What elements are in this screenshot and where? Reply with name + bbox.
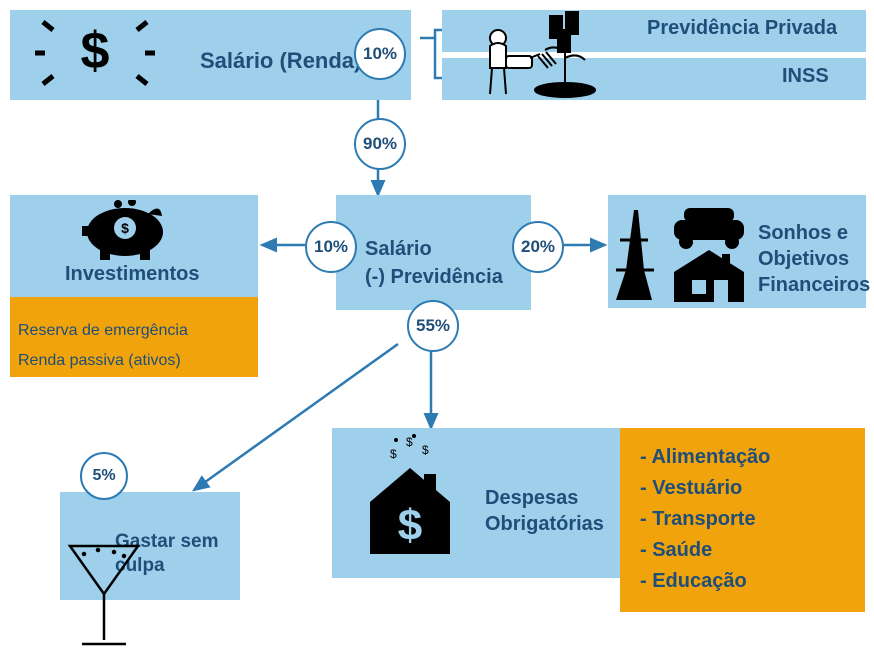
box-label-inss: INSS	[782, 65, 829, 88]
badge-b5: 5%	[80, 452, 128, 500]
box-label-salary: Salário (Renda)	[200, 48, 361, 74]
svg-text:$: $	[406, 435, 413, 449]
badge-b90: 90%	[354, 118, 406, 170]
invest-sub: Reserva de emergênciaRenda passiva (ativ…	[18, 316, 188, 376]
label-dreams: Sonhos eObjetivosFinanceiros	[758, 220, 870, 298]
svg-text:$: $	[422, 443, 429, 457]
box-label-invest_top: Investimentos	[65, 263, 199, 286]
badge-b10a: 10%	[354, 28, 406, 80]
piggy-bank-icon: $	[70, 200, 180, 260]
svg-text:$: $	[398, 501, 422, 550]
dreams-icon	[614, 200, 754, 304]
svg-text:$: $	[390, 447, 397, 461]
badge-b20: 20%	[512, 221, 564, 273]
badge-b55: 55%	[407, 300, 459, 352]
money-tree-icon	[470, 8, 610, 100]
expenses-icon: $ $ $ $	[350, 432, 470, 562]
badge-b10b: 10%	[305, 221, 357, 273]
martini-icon	[64, 540, 144, 650]
expense-list: - Alimentação- Vestuário- Transporte- Sa…	[640, 442, 770, 597]
dollar-icon: $	[35, 18, 155, 88]
svg-text:$: $	[121, 220, 129, 236]
label-salary-minus: Salário(-) Previdência	[365, 235, 503, 291]
diagram-canvas: Salário (Renda) Previdência Privada INSS In…	[0, 0, 874, 664]
svg-text:$: $	[81, 22, 110, 80]
label-expenses: DespesasObrigatórias	[485, 485, 604, 537]
box-label-prev_priv: Previdência Privada	[647, 17, 837, 40]
